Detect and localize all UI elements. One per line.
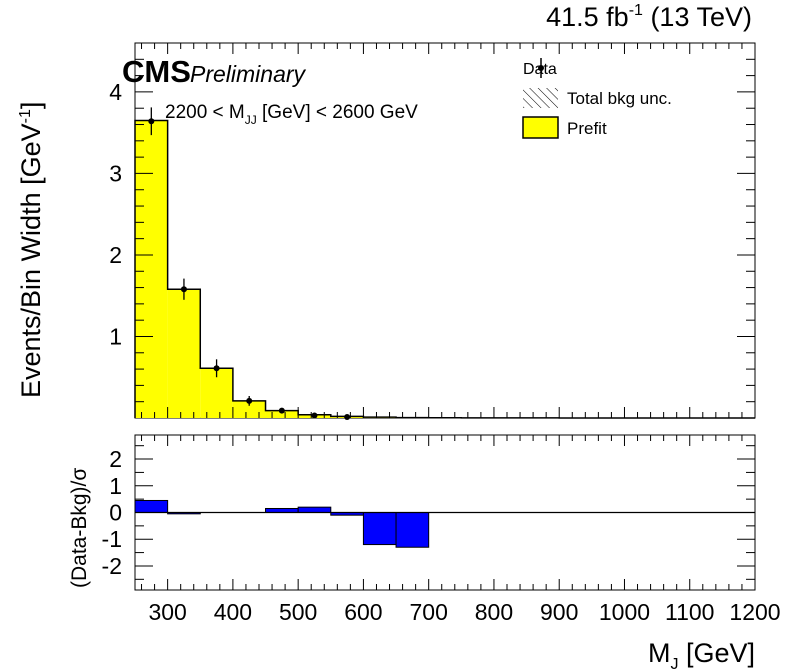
data-point <box>344 414 351 420</box>
x-tick-label: 1100 <box>665 599 714 625</box>
x-tick-label: 800 <box>475 599 513 625</box>
data-point <box>311 412 318 419</box>
prefit-swatch-icon <box>522 116 559 139</box>
y-tick-label: 3 <box>109 160 122 186</box>
data-point <box>180 286 187 293</box>
y-tick-label: -1 <box>102 526 122 552</box>
x-tick-label: 1200 <box>729 599 780 625</box>
x-tick-label: 300 <box>148 599 186 625</box>
pull-bar <box>265 507 299 514</box>
x-tick-label: 1000 <box>599 599 650 625</box>
pull-bar <box>297 506 332 514</box>
upper-panel-content: 1 2 3 4 <box>109 43 755 420</box>
prefit-outline <box>134 119 755 419</box>
legend-entry-prefit: Prefit <box>522 116 607 139</box>
x-tick-label: 700 <box>409 599 447 625</box>
svg-text:Total bkg unc.: Total bkg unc. <box>567 89 672 108</box>
x-tick-label: 900 <box>540 599 578 625</box>
prefit-bar <box>265 410 299 418</box>
hatch-swatch-icon <box>523 88 558 108</box>
prefit-bar <box>232 400 266 418</box>
pull-bar <box>362 512 397 546</box>
svg-text:Prefit: Prefit <box>567 119 607 138</box>
lumi-label: 41.5 fb-1 (13 TeV) <box>546 2 752 32</box>
cms-label: CMS <box>122 54 191 89</box>
cms-extra-label: Preliminary <box>190 61 307 87</box>
y-tick-label: -2 <box>102 553 122 579</box>
data-point <box>213 365 220 372</box>
data-point <box>148 118 155 125</box>
lower-panel-content: 210-1-2 300 400 500 600 700 800 900 1000 1100 1200 <box>102 435 781 625</box>
upper-y-axis-label: Events/Bin Width [GeV-1] <box>16 102 46 398</box>
data-marker-icon <box>538 65 544 71</box>
legend-entry-bkg-unc: Total bkg unc. <box>523 88 672 108</box>
x-tick-label: 600 <box>344 599 382 625</box>
x-tick-label: 500 <box>279 599 317 625</box>
lower-y-axis-label: (Data-Bkg)/σ <box>68 468 91 588</box>
y-tick-label: 4 <box>109 79 122 105</box>
y-tick-label: 2 <box>109 242 122 268</box>
data-point <box>246 397 253 404</box>
selection-label: 2200 < MJJ [GeV] < 2600 GeV <box>165 102 418 127</box>
prefit-bar <box>135 120 168 419</box>
legend-entry-data: Data <box>523 58 557 78</box>
data-point <box>278 407 285 414</box>
y-tick-label: 0 <box>109 500 122 526</box>
y-tick-label: 2 <box>109 446 122 472</box>
pull-bar <box>395 512 430 548</box>
pull-bar <box>134 499 169 514</box>
y-tick-label: 1 <box>109 473 122 499</box>
legend: Data Total bkg unc. Prefit <box>522 58 672 139</box>
x-tick-label: 400 <box>214 599 252 625</box>
svg-text:Data: Data <box>523 61 557 78</box>
y-tick-label: 1 <box>109 323 122 349</box>
x-axis-label: MJ [GeV] <box>648 638 755 672</box>
prefit-bar <box>167 289 201 418</box>
